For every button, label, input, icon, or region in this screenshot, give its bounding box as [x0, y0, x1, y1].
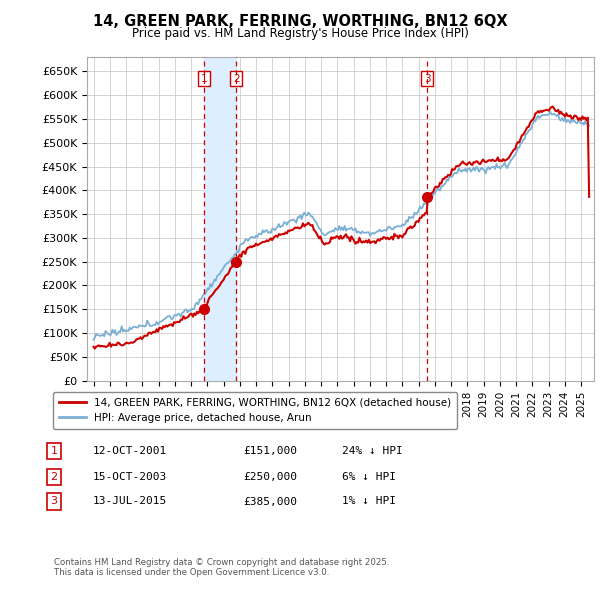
Text: 1: 1 [200, 74, 207, 84]
Text: 3: 3 [50, 497, 58, 506]
Text: 2: 2 [50, 472, 58, 481]
Text: 3: 3 [424, 74, 431, 84]
Text: 2: 2 [233, 74, 239, 84]
Text: 24% ↓ HPI: 24% ↓ HPI [342, 447, 403, 456]
Text: £385,000: £385,000 [243, 497, 297, 506]
Text: 14, GREEN PARK, FERRING, WORTHING, BN12 6QX: 14, GREEN PARK, FERRING, WORTHING, BN12 … [92, 14, 508, 30]
Text: £250,000: £250,000 [243, 472, 297, 481]
Text: Contains HM Land Registry data © Crown copyright and database right 2025.
This d: Contains HM Land Registry data © Crown c… [54, 558, 389, 577]
Text: £151,000: £151,000 [243, 447, 297, 456]
Text: 1% ↓ HPI: 1% ↓ HPI [342, 497, 396, 506]
Text: 6% ↓ HPI: 6% ↓ HPI [342, 472, 396, 481]
Text: Price paid vs. HM Land Registry's House Price Index (HPI): Price paid vs. HM Land Registry's House … [131, 27, 469, 40]
Bar [204, 57, 236, 381]
Text: 12-OCT-2001: 12-OCT-2001 [93, 447, 167, 456]
Legend: 14, GREEN PARK, FERRING, WORTHING, BN12 6QX (detached house), HPI: Average price: 14, GREEN PARK, FERRING, WORTHING, BN12 … [53, 392, 457, 430]
Text: 15-OCT-2003: 15-OCT-2003 [93, 472, 167, 481]
Text: 1: 1 [50, 447, 58, 456]
Text: 13-JUL-2015: 13-JUL-2015 [93, 497, 167, 506]
